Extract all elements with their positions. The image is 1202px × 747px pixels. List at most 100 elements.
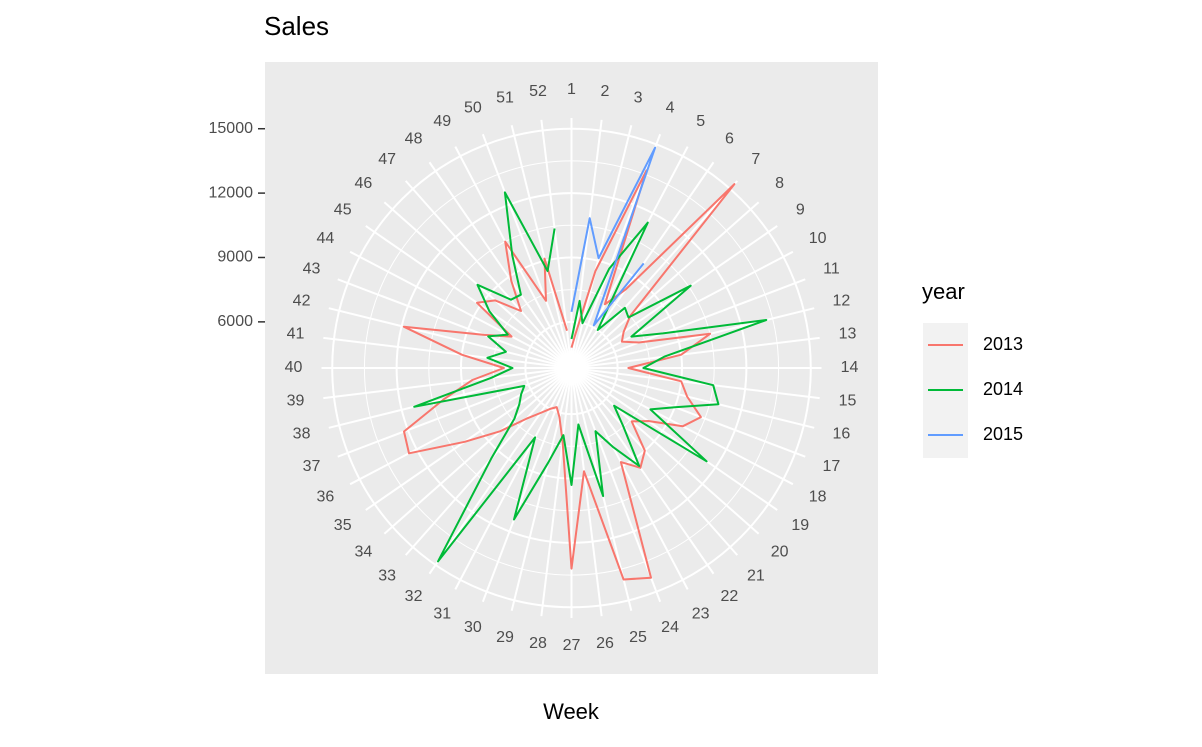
x-tick-label: 6 (725, 130, 734, 147)
x-tick-label: 11 (823, 261, 840, 278)
x-tick-label: 36 (316, 488, 334, 505)
grid-spoke (571, 307, 815, 369)
chart-title: Sales (264, 11, 329, 41)
x-tick-label: 10 (809, 230, 827, 247)
grid-spoke (570, 225, 778, 369)
grid-spoke (510, 125, 573, 369)
x-tick-label: 12 (833, 293, 851, 310)
grid-spoke (570, 180, 739, 369)
x-tick-label: 19 (791, 517, 809, 534)
x-tick-label: 1 (567, 81, 576, 98)
x-tick-label: 32 (405, 588, 423, 605)
x-tick-label: 17 (823, 458, 841, 475)
x-tick-label: 4 (666, 99, 675, 116)
x-tick-label: 45 (334, 201, 352, 218)
grid-spoke (383, 367, 573, 535)
x-tick-label: 52 (529, 83, 547, 100)
x-tick-label: 3 (634, 89, 643, 106)
x-tick-label: 8 (775, 175, 784, 192)
x-tick-label: 41 (287, 326, 305, 343)
x-tick-label: 15 (839, 393, 857, 410)
x-tick-label: 40 (285, 359, 303, 376)
x-tick-label: 18 (809, 488, 827, 505)
x-tick-label: 47 (378, 151, 396, 168)
grid-spoke (570, 367, 715, 575)
grid-spoke (349, 367, 572, 486)
x-tick-label: 28 (529, 635, 547, 652)
grid-spoke (571, 336, 820, 369)
x-tick-label: 48 (405, 130, 423, 147)
y-tick-label: 15000 (209, 120, 254, 137)
grid-spoke (328, 307, 572, 369)
x-tick-label: 27 (563, 637, 581, 654)
grid-spoke (571, 278, 806, 369)
grid-spoke (481, 133, 573, 369)
x-tick-label: 22 (721, 588, 739, 605)
x-tick-label: 2 (601, 83, 610, 100)
x-tick-label: 35 (334, 517, 352, 534)
grid-spoke (571, 250, 794, 369)
grid-spoke (571, 367, 806, 458)
legend-label: 2015 (983, 424, 1023, 444)
x-tick-label: 21 (747, 567, 765, 584)
x-tick-label: 24 (661, 619, 679, 636)
legend-title: year (922, 279, 965, 304)
grid-spoke (570, 367, 689, 590)
grid-spoke (510, 367, 573, 611)
x-tick-label: 5 (696, 113, 705, 130)
grid-spoke (323, 336, 572, 369)
x-tick-label: 7 (751, 151, 760, 168)
grid-spoke (428, 367, 573, 575)
x-tick-label: 16 (833, 426, 851, 443)
grid-spoke (337, 367, 572, 458)
x-tick-label: 38 (293, 426, 311, 443)
grid-spoke (365, 225, 573, 369)
x-tick-label: 23 (692, 605, 710, 622)
x-tick-label: 39 (287, 393, 305, 410)
grid-spoke (365, 367, 573, 511)
x-tick-label: 30 (464, 619, 482, 636)
x-tick-label: 25 (629, 629, 647, 646)
grid-spoke (570, 367, 662, 603)
grid-spoke (570, 125, 633, 369)
x-tick-label: 26 (596, 635, 614, 652)
y-tick-label: 9000 (217, 249, 253, 266)
x-tick-label: 43 (303, 261, 321, 278)
grid-spoke (570, 367, 778, 511)
x-tick-label: 42 (293, 293, 311, 310)
x-tick-label: 46 (355, 175, 373, 192)
series-line (570, 146, 657, 327)
grid-spoke (570, 367, 760, 535)
legend-label: 2013 (983, 334, 1023, 354)
grid-spoke (571, 367, 820, 400)
x-tick-label: 34 (355, 544, 373, 561)
grid-spoke (570, 367, 603, 617)
grid-spoke (349, 250, 572, 369)
x-tick-label: 9 (796, 201, 805, 218)
grid-spoke (428, 161, 573, 369)
x-tick-label: 37 (303, 458, 321, 475)
grid-spoke (571, 367, 815, 429)
x-tick-label: 33 (378, 567, 396, 584)
x-tick-label: 13 (839, 326, 857, 343)
x-tick-label: 14 (841, 359, 859, 376)
grid-spoke (404, 180, 573, 369)
x-tick-label: 50 (464, 99, 482, 116)
x-tick-label: 44 (316, 230, 334, 247)
grid-spoke (570, 146, 689, 369)
legend-label: 2014 (983, 379, 1023, 399)
series-line (413, 191, 768, 563)
grid-spoke (540, 367, 573, 617)
x-axis-label: Week (543, 699, 600, 724)
x-tick-label: 49 (433, 113, 451, 130)
x-tick-label: 31 (433, 605, 451, 622)
y-tick-label: 12000 (209, 184, 254, 201)
grid-spoke (323, 367, 572, 400)
x-tick-label: 29 (496, 629, 514, 646)
grid-spoke (337, 278, 572, 369)
grid-spoke (454, 367, 573, 590)
grid-spoke (570, 367, 739, 556)
x-tick-label: 51 (496, 89, 514, 106)
grid-spoke (328, 367, 572, 429)
